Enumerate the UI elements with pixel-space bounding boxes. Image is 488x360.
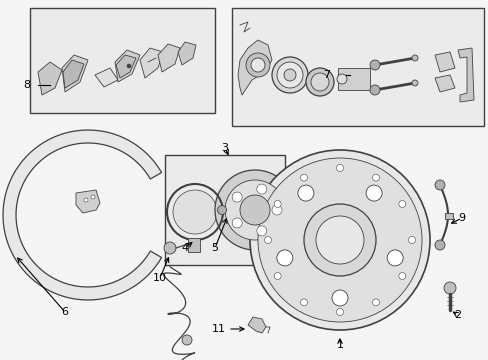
Circle shape: [369, 85, 379, 95]
Circle shape: [264, 237, 271, 243]
Polygon shape: [115, 50, 140, 82]
Circle shape: [276, 62, 303, 88]
Circle shape: [232, 218, 242, 228]
Bar: [337, 68, 369, 90]
Circle shape: [240, 195, 269, 225]
Bar: [164, 155, 285, 265]
Bar: [30, 8, 215, 113]
Circle shape: [372, 174, 379, 181]
Circle shape: [217, 206, 226, 215]
Circle shape: [369, 60, 379, 70]
Circle shape: [336, 74, 346, 84]
Polygon shape: [247, 317, 265, 333]
Circle shape: [336, 165, 343, 171]
Circle shape: [411, 55, 417, 61]
Text: 4: 4: [181, 243, 188, 253]
Circle shape: [411, 80, 417, 86]
Bar: [444, 213, 452, 219]
Circle shape: [305, 68, 333, 96]
Circle shape: [315, 216, 363, 264]
Polygon shape: [434, 52, 454, 72]
Circle shape: [274, 201, 281, 207]
Polygon shape: [158, 44, 180, 72]
Circle shape: [84, 198, 88, 202]
Circle shape: [91, 195, 95, 199]
Circle shape: [182, 335, 192, 345]
Bar: [187, 238, 200, 252]
Circle shape: [276, 250, 292, 266]
Circle shape: [398, 201, 405, 207]
Circle shape: [249, 150, 429, 330]
Polygon shape: [76, 190, 100, 213]
Circle shape: [304, 204, 375, 276]
Circle shape: [336, 309, 343, 315]
Polygon shape: [63, 60, 84, 88]
Text: 10: 10: [153, 273, 167, 283]
Polygon shape: [62, 55, 88, 92]
Circle shape: [163, 242, 176, 254]
Text: 8: 8: [23, 80, 30, 90]
Text: 2: 2: [453, 310, 461, 320]
Circle shape: [274, 273, 281, 279]
Circle shape: [224, 180, 285, 240]
Polygon shape: [238, 40, 271, 95]
Circle shape: [300, 174, 307, 181]
Circle shape: [443, 282, 455, 294]
Circle shape: [434, 240, 444, 250]
Polygon shape: [178, 42, 196, 65]
Circle shape: [215, 170, 294, 250]
Polygon shape: [3, 130, 161, 300]
Circle shape: [366, 185, 381, 201]
Text: 3: 3: [221, 143, 228, 153]
Polygon shape: [457, 48, 473, 102]
Polygon shape: [116, 55, 136, 78]
Circle shape: [258, 158, 421, 322]
Text: 11: 11: [212, 324, 225, 334]
Circle shape: [407, 237, 415, 243]
Text: 7: 7: [322, 70, 329, 80]
Circle shape: [434, 180, 444, 190]
Text: 9: 9: [458, 213, 465, 223]
Circle shape: [284, 69, 295, 81]
Polygon shape: [38, 62, 62, 95]
Bar: [231, 8, 483, 126]
Text: 5: 5: [211, 243, 218, 253]
Circle shape: [256, 184, 266, 194]
Polygon shape: [140, 48, 163, 78]
Circle shape: [372, 299, 379, 306]
Circle shape: [310, 73, 328, 91]
Circle shape: [300, 299, 307, 306]
Circle shape: [398, 273, 405, 279]
Circle shape: [297, 185, 313, 201]
Circle shape: [173, 190, 217, 234]
Circle shape: [127, 64, 131, 68]
Circle shape: [386, 250, 402, 266]
Text: 1: 1: [336, 340, 343, 350]
Polygon shape: [434, 75, 454, 92]
Circle shape: [245, 53, 269, 77]
Circle shape: [271, 205, 282, 215]
Circle shape: [271, 57, 307, 93]
Circle shape: [256, 226, 266, 236]
Circle shape: [232, 192, 242, 202]
Circle shape: [331, 290, 347, 306]
Circle shape: [250, 58, 264, 72]
Polygon shape: [95, 68, 118, 87]
Text: 6: 6: [61, 307, 68, 317]
